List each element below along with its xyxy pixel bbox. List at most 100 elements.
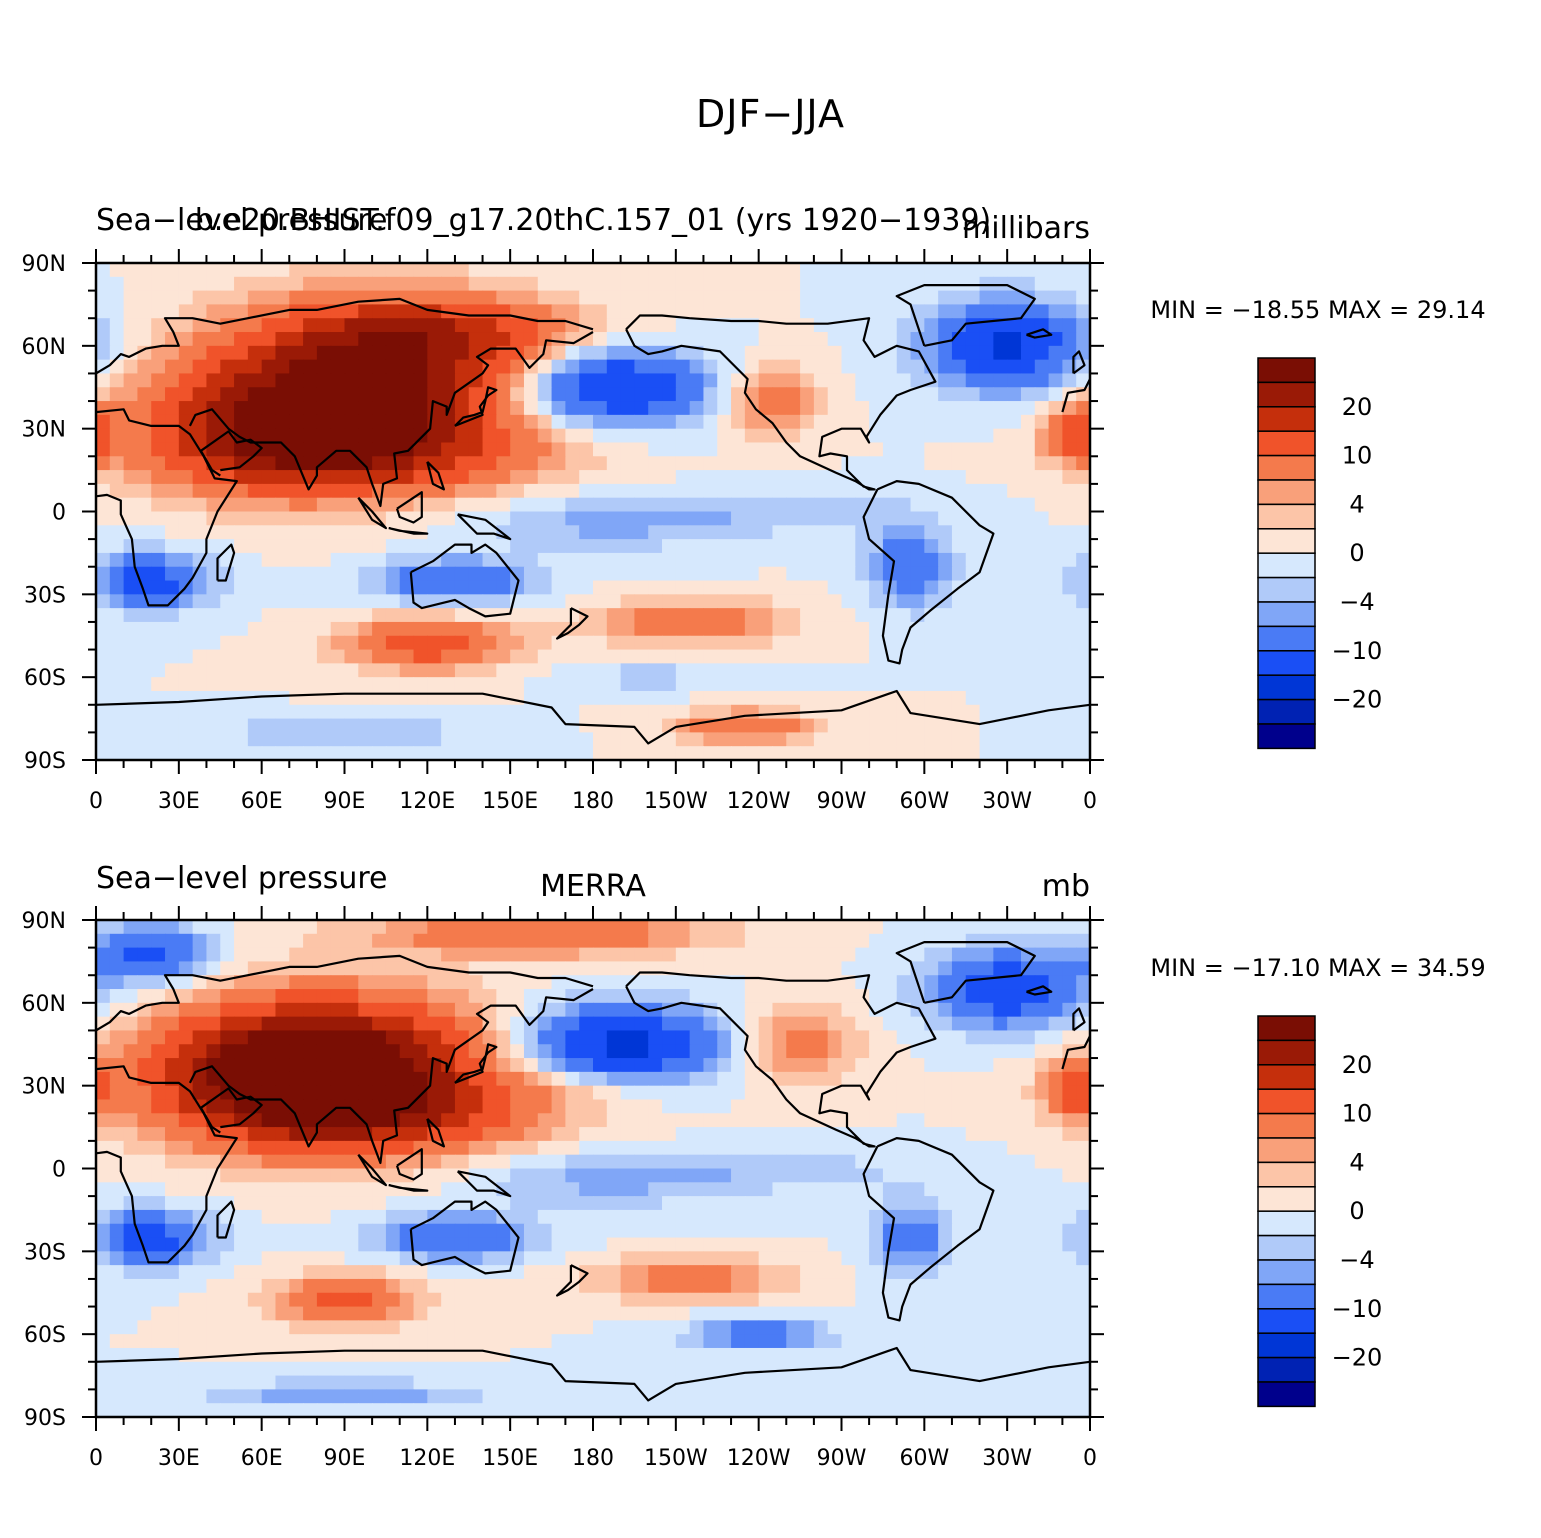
field-cell bbox=[427, 1085, 442, 1101]
field-cell bbox=[1062, 608, 1077, 623]
field-cell bbox=[165, 1237, 180, 1252]
field-cell bbox=[330, 677, 346, 692]
field-cell bbox=[703, 263, 718, 278]
field-cell bbox=[261, 1196, 277, 1211]
field-cell bbox=[358, 290, 373, 306]
field-cell bbox=[951, 414, 967, 430]
field-cell bbox=[717, 1071, 732, 1087]
field-cell bbox=[896, 746, 912, 760]
field-cell bbox=[951, 1002, 967, 1018]
field-cell bbox=[565, 1237, 580, 1252]
field-cell bbox=[496, 989, 511, 1004]
field-cell bbox=[523, 276, 539, 292]
y-tick-label: 0 bbox=[52, 501, 66, 526]
field-cell bbox=[303, 414, 318, 430]
field-cell bbox=[523, 594, 539, 609]
field-cell bbox=[703, 442, 718, 457]
field-cell bbox=[689, 1292, 705, 1308]
field-cell bbox=[399, 470, 415, 485]
field-cell bbox=[1020, 635, 1036, 651]
x-tick-label: 180 bbox=[572, 789, 614, 814]
field-cell bbox=[565, 1306, 580, 1321]
field-cell bbox=[648, 961, 663, 976]
field-cell bbox=[220, 649, 235, 664]
field-cell bbox=[537, 1306, 553, 1321]
field-cell bbox=[330, 1071, 346, 1087]
field-cell bbox=[1034, 552, 1050, 568]
field-cell bbox=[1076, 975, 1090, 990]
field-cell bbox=[151, 732, 166, 747]
field-cell bbox=[813, 470, 829, 485]
field-cell bbox=[482, 304, 497, 319]
field-cell bbox=[399, 456, 415, 471]
field-cell bbox=[178, 746, 194, 760]
field-cell bbox=[275, 1334, 290, 1349]
field-cell bbox=[261, 525, 277, 540]
field-cell bbox=[634, 483, 649, 499]
field-cell bbox=[427, 1306, 442, 1321]
panel-title-left: Sea−level pressure bbox=[96, 203, 387, 238]
field-cell bbox=[841, 920, 856, 935]
field-cell bbox=[606, 704, 622, 720]
field-cell bbox=[1007, 456, 1022, 471]
field-cell bbox=[813, 263, 829, 278]
field-cell bbox=[813, 746, 829, 760]
field-cell bbox=[841, 663, 856, 678]
field-cell bbox=[855, 1265, 870, 1280]
field-cell bbox=[275, 1154, 290, 1170]
field-cell bbox=[316, 1265, 332, 1280]
field-cell bbox=[993, 1265, 1008, 1280]
field-cell bbox=[178, 318, 194, 333]
field-cell bbox=[234, 1223, 249, 1239]
field-cell bbox=[96, 732, 111, 747]
field-cell bbox=[468, 373, 484, 388]
field-cell bbox=[827, 1044, 843, 1059]
field-cell bbox=[951, 525, 967, 540]
field-cell bbox=[261, 1071, 277, 1087]
field-cell bbox=[316, 975, 332, 990]
field-cell bbox=[454, 470, 470, 485]
field-cell bbox=[662, 401, 677, 416]
field-cell bbox=[510, 442, 525, 457]
field-cell bbox=[924, 1044, 939, 1059]
field-cell bbox=[648, 387, 663, 402]
field-cell bbox=[261, 387, 277, 402]
field-cell bbox=[510, 566, 525, 582]
field-cell bbox=[855, 1058, 870, 1073]
field-cell bbox=[993, 318, 1008, 333]
field-cell bbox=[413, 263, 428, 278]
field-cell bbox=[758, 1237, 774, 1252]
field-cell bbox=[689, 1278, 705, 1294]
coastline bbox=[188, 331, 594, 508]
field-cell bbox=[482, 1071, 497, 1087]
field-cell bbox=[441, 1320, 456, 1335]
field-cell bbox=[372, 304, 387, 319]
field-cell bbox=[565, 718, 580, 733]
field-cell bbox=[510, 621, 525, 637]
field-cell bbox=[579, 961, 594, 976]
field-cell bbox=[427, 359, 442, 375]
field-cell bbox=[703, 552, 718, 568]
field-cell bbox=[247, 332, 263, 347]
field-cell bbox=[303, 290, 318, 306]
field-cell bbox=[330, 663, 346, 678]
field-cell bbox=[620, 497, 636, 513]
field-cell bbox=[123, 580, 139, 595]
field-cell bbox=[303, 594, 318, 609]
field-cell bbox=[662, 442, 677, 457]
field-cell bbox=[841, 718, 856, 733]
field-cell bbox=[689, 1058, 705, 1073]
field-cell bbox=[330, 290, 346, 306]
field-cell bbox=[910, 1085, 925, 1101]
field-cell bbox=[882, 401, 898, 416]
field-cell bbox=[344, 1196, 359, 1211]
field-cell bbox=[261, 1127, 277, 1142]
field-cell bbox=[951, 961, 967, 976]
field-cell bbox=[689, 539, 705, 554]
field-cell bbox=[717, 677, 732, 692]
field-cell bbox=[565, 456, 580, 471]
field-cell bbox=[606, 635, 622, 651]
field-cell bbox=[717, 276, 732, 292]
field-cell bbox=[344, 1113, 359, 1128]
field-cell bbox=[482, 677, 497, 692]
